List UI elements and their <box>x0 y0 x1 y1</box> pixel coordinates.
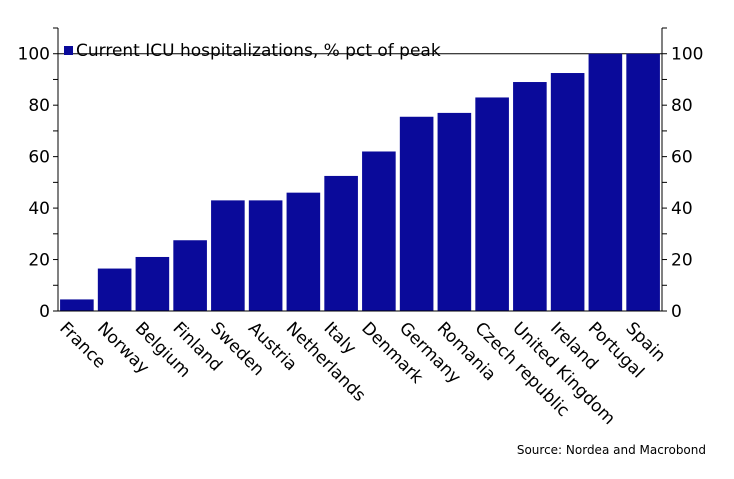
bars-group <box>60 53 660 312</box>
right-tick-label: 0 <box>671 302 682 322</box>
bar-czech-republic <box>475 97 509 311</box>
left-tick-label: 20 <box>28 251 50 271</box>
left-tick-label: 80 <box>28 96 50 116</box>
right-tick-label: 60 <box>671 148 693 168</box>
bar-germany <box>399 116 434 311</box>
left-tick-label: 100 <box>18 45 50 65</box>
bar-romania <box>437 112 472 312</box>
bar-spain <box>626 53 660 312</box>
bar-austria <box>248 200 283 311</box>
legend-swatch <box>64 46 73 55</box>
bar-ireland <box>550 73 585 311</box>
axes-group <box>53 27 667 312</box>
bar-netherlands <box>286 192 321 311</box>
bar-norway <box>97 268 132 311</box>
right-tick-label: 40 <box>671 199 693 219</box>
bar-finland <box>173 240 207 311</box>
bar-united-kingdom <box>513 82 547 311</box>
category-labels: FranceNorwayBelgiumFinlandSwedenAustriaN… <box>55 318 669 429</box>
left-axis-ticks: 0 20 40 60 80 100 <box>18 45 50 322</box>
right-tick-label: 100 <box>671 45 703 65</box>
right-tick-label: 20 <box>671 251 693 271</box>
bar-belgium <box>135 256 170 311</box>
bar-sweden <box>211 200 245 311</box>
bar-portugal <box>588 53 623 312</box>
bar-italy <box>324 175 358 311</box>
legend: Current ICU hospitalizations, % pct of p… <box>64 41 441 61</box>
bar-denmark <box>362 151 396 311</box>
right-axis-ticks: 0 20 40 60 80 100 <box>671 45 703 322</box>
right-tick-label: 80 <box>671 96 693 116</box>
left-tick-label: 60 <box>28 148 50 168</box>
source-note: Source: Nordea and Macrobond <box>516 443 706 457</box>
bar-france <box>60 299 94 311</box>
legend-label: Current ICU hospitalizations, % pct of p… <box>76 41 441 61</box>
left-tick-label: 0 <box>39 302 50 322</box>
left-tick-label: 40 <box>28 199 50 219</box>
